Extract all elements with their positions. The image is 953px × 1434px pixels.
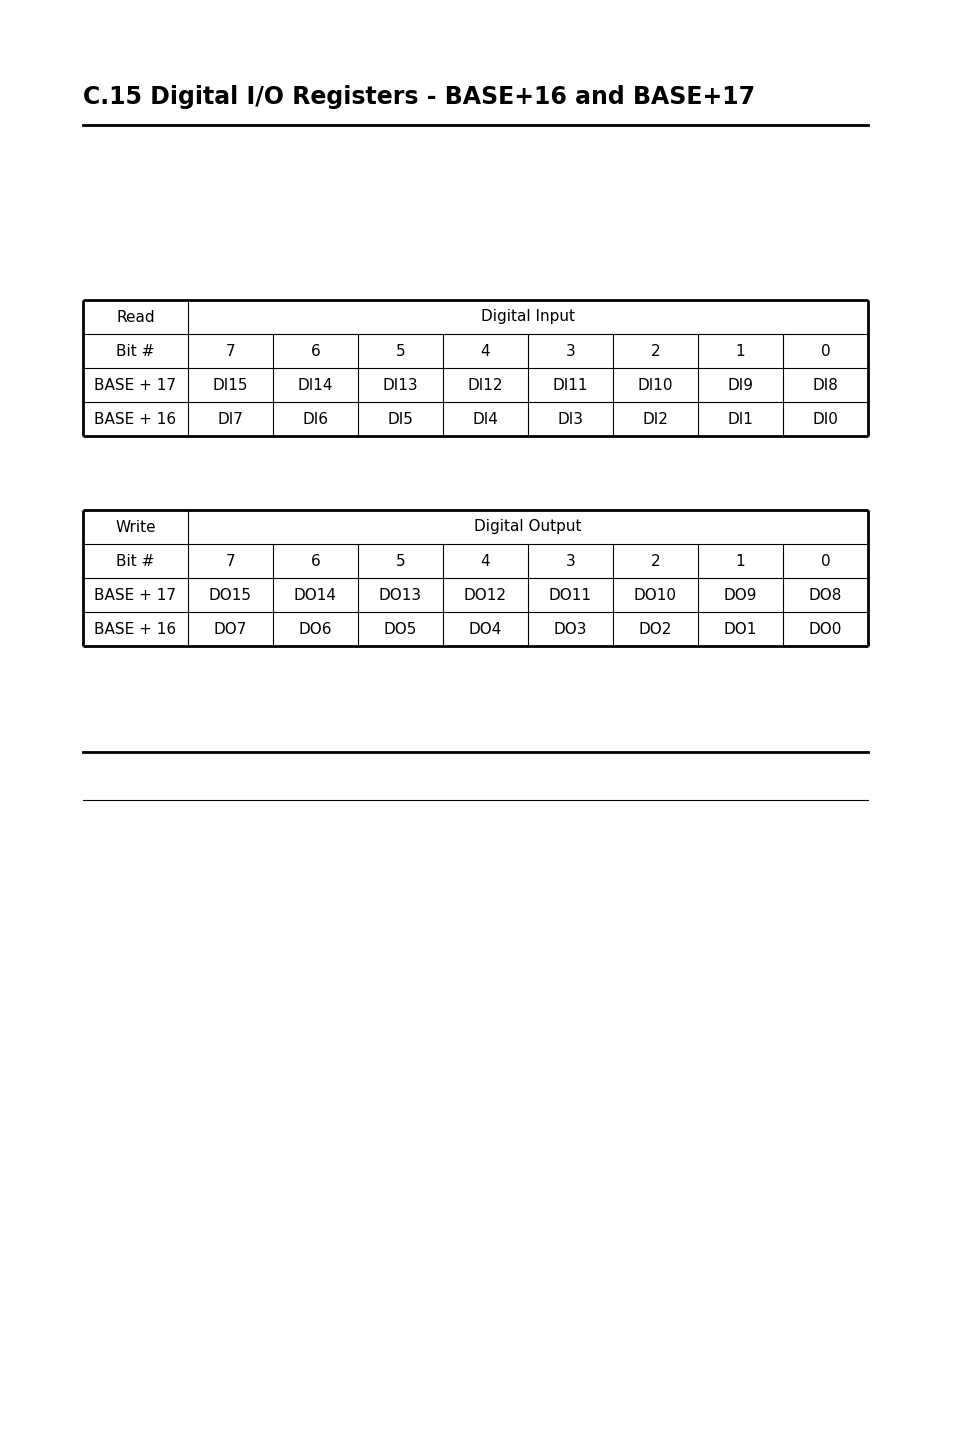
Text: Read: Read bbox=[116, 310, 154, 324]
Text: DI0: DI0 bbox=[812, 412, 838, 426]
Text: BASE + 17: BASE + 17 bbox=[94, 588, 176, 602]
Text: DO6: DO6 bbox=[298, 621, 332, 637]
Text: DO14: DO14 bbox=[294, 588, 336, 602]
Text: DO15: DO15 bbox=[209, 588, 252, 602]
Text: DO1: DO1 bbox=[723, 621, 757, 637]
Text: DI8: DI8 bbox=[812, 377, 838, 393]
Text: DO3: DO3 bbox=[553, 621, 587, 637]
Text: DI1: DI1 bbox=[727, 412, 753, 426]
Text: Bit #: Bit # bbox=[116, 344, 154, 358]
Text: 7: 7 bbox=[226, 554, 235, 568]
Text: BASE + 16: BASE + 16 bbox=[94, 621, 176, 637]
Text: 6: 6 bbox=[311, 554, 320, 568]
Text: DI3: DI3 bbox=[557, 412, 583, 426]
Text: 7: 7 bbox=[226, 344, 235, 358]
Text: 3: 3 bbox=[565, 554, 575, 568]
Text: DO11: DO11 bbox=[548, 588, 592, 602]
Text: DI12: DI12 bbox=[467, 377, 503, 393]
Text: DO9: DO9 bbox=[723, 588, 757, 602]
Text: DI15: DI15 bbox=[213, 377, 248, 393]
Text: DI2: DI2 bbox=[642, 412, 668, 426]
Text: DO0: DO0 bbox=[808, 621, 841, 637]
Text: 4: 4 bbox=[480, 554, 490, 568]
Text: DI13: DI13 bbox=[382, 377, 417, 393]
Text: DO13: DO13 bbox=[378, 588, 421, 602]
Text: DO10: DO10 bbox=[634, 588, 677, 602]
Text: BASE + 17: BASE + 17 bbox=[94, 377, 176, 393]
Text: C.15 Digital I/O Registers - BASE+16 and BASE+17: C.15 Digital I/O Registers - BASE+16 and… bbox=[83, 85, 755, 109]
Text: 5: 5 bbox=[395, 344, 405, 358]
Text: DI11: DI11 bbox=[552, 377, 588, 393]
Text: DI7: DI7 bbox=[217, 412, 243, 426]
Text: DI10: DI10 bbox=[638, 377, 673, 393]
Text: Digital Output: Digital Output bbox=[474, 519, 581, 535]
Text: DI14: DI14 bbox=[297, 377, 333, 393]
Text: 1: 1 bbox=[735, 554, 744, 568]
Text: DO2: DO2 bbox=[639, 621, 672, 637]
Text: DI4: DI4 bbox=[472, 412, 497, 426]
Text: DI5: DI5 bbox=[387, 412, 413, 426]
Text: DO7: DO7 bbox=[213, 621, 247, 637]
Text: DI9: DI9 bbox=[727, 377, 753, 393]
Text: 0: 0 bbox=[820, 554, 829, 568]
Text: 2: 2 bbox=[650, 344, 659, 358]
Text: 1: 1 bbox=[735, 344, 744, 358]
Text: BASE + 16: BASE + 16 bbox=[94, 412, 176, 426]
Text: Write: Write bbox=[115, 519, 155, 535]
Text: DO12: DO12 bbox=[463, 588, 506, 602]
Text: 0: 0 bbox=[820, 344, 829, 358]
Text: 5: 5 bbox=[395, 554, 405, 568]
Text: DO5: DO5 bbox=[383, 621, 416, 637]
Text: DI6: DI6 bbox=[302, 412, 328, 426]
Text: Bit #: Bit # bbox=[116, 554, 154, 568]
Text: DO8: DO8 bbox=[808, 588, 841, 602]
Text: 6: 6 bbox=[311, 344, 320, 358]
Text: Digital Input: Digital Input bbox=[480, 310, 575, 324]
Text: DO4: DO4 bbox=[468, 621, 501, 637]
Text: 3: 3 bbox=[565, 344, 575, 358]
Text: 4: 4 bbox=[480, 344, 490, 358]
Text: 2: 2 bbox=[650, 554, 659, 568]
